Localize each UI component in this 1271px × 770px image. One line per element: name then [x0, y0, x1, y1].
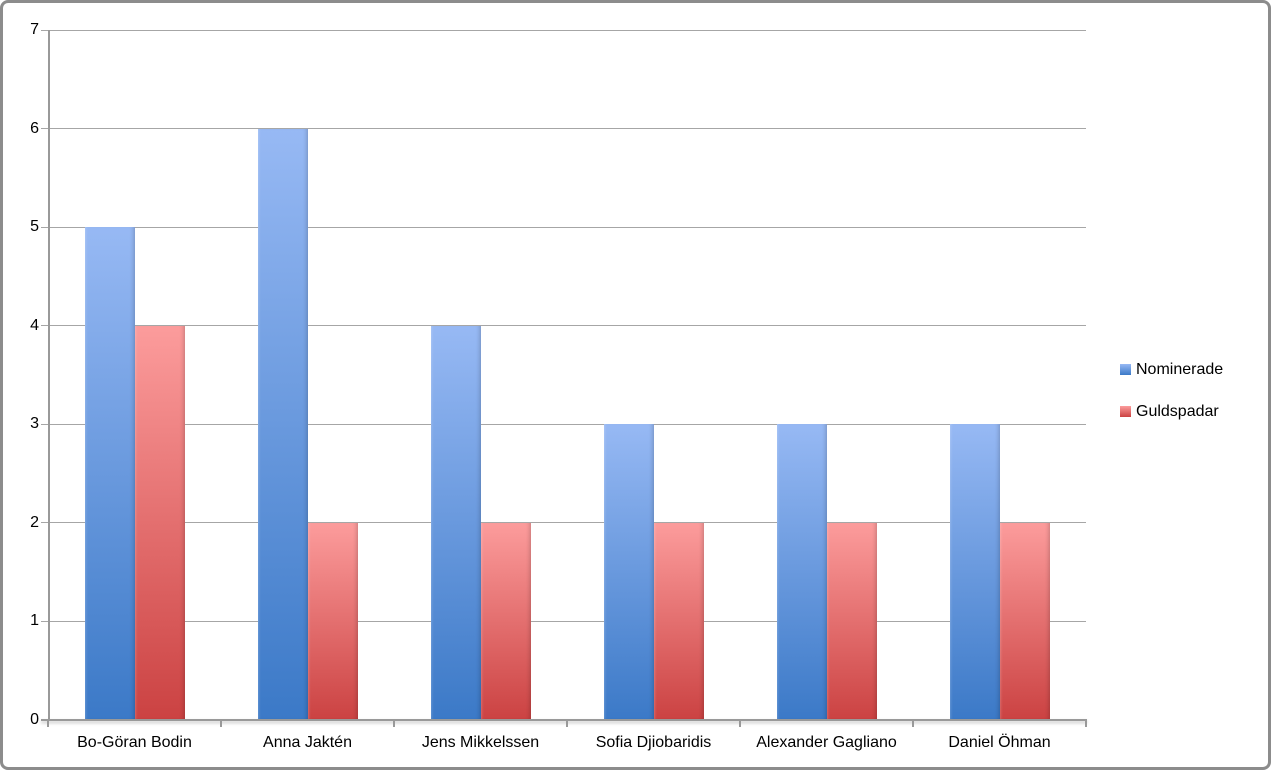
legend-label: Nominerade — [1136, 360, 1224, 378]
bar-guldspadar-3 — [480, 522, 531, 720]
bar-guldspadar-1 — [134, 325, 185, 720]
x-axis-tick-3 — [566, 721, 568, 727]
legend-label: Guldspadar — [1136, 402, 1219, 420]
legend-swatch-icon — [1120, 406, 1131, 417]
x-axis-label-6: Daniel Öhman — [948, 734, 1051, 751]
bar-nominerade-2 — [257, 128, 308, 720]
legend-entry-guldspadar: Guldspadar — [1120, 403, 1223, 420]
legend: Nominerade Guldspadar — [1120, 361, 1223, 445]
x-axis-label-1: Bo-Göran Bodin — [77, 734, 192, 751]
y-axis-label-6: 6 — [30, 119, 39, 137]
y-axis-label-1: 1 — [30, 612, 39, 630]
gridline-7 — [41, 29, 1086, 31]
bar-nominerade-5 — [776, 424, 827, 720]
bar-nominerade-3 — [430, 325, 481, 720]
y-axis-label-7: 7 — [30, 21, 39, 38]
gridline-6 — [41, 128, 1086, 130]
x-axis-tick-1 — [220, 721, 222, 727]
bar-nominerade-4 — [603, 424, 654, 720]
bar-guldspadar-5 — [826, 522, 877, 720]
gridline-2 — [41, 522, 1086, 524]
x-axis-label-5: Alexander Gagliano — [756, 734, 897, 751]
bar-guldspadar-4 — [653, 522, 704, 720]
y-axis-line — [48, 30, 50, 720]
gridline-4 — [41, 325, 1086, 327]
x-axis-label-4: Sofia Djiobaridis — [595, 734, 712, 751]
bar-nominerade-6 — [949, 424, 1000, 720]
gridline-3 — [41, 423, 1086, 425]
bar-nominerade-1 — [84, 227, 135, 720]
x-axis-tick-4 — [739, 721, 741, 727]
bar-guldspadar-6 — [999, 522, 1050, 720]
x-axis-label-3: Jens Mikkelssen — [421, 734, 540, 751]
legend-swatch-icon — [1120, 364, 1131, 375]
legend-entry-nominerade: Nominerade — [1120, 361, 1223, 378]
x-axis-tick-5 — [912, 721, 914, 727]
x-axis-line — [41, 719, 1087, 721]
x-axis-tick-6 — [1085, 721, 1087, 727]
bar-guldspadar-2 — [307, 522, 358, 720]
x-axis-tick-0 — [47, 721, 49, 727]
y-axis-label-4: 4 — [30, 316, 39, 334]
gridline-1 — [41, 620, 1086, 622]
y-axis-label-2: 2 — [30, 513, 39, 531]
y-axis-label-5: 5 — [30, 218, 39, 236]
plot-area: 0 1 2 3 4 5 6 7 Bo-Göran Bodin Anna Jaktén Jens Mi… — [3, 3, 1268, 767]
x-axis-tick-2 — [393, 721, 395, 727]
x-axis-label-2: Anna Jaktén — [263, 734, 352, 751]
y-axis-label-0: 0 — [30, 711, 39, 728]
y-axis-label-3: 3 — [30, 415, 39, 433]
gridline-5 — [41, 226, 1086, 228]
